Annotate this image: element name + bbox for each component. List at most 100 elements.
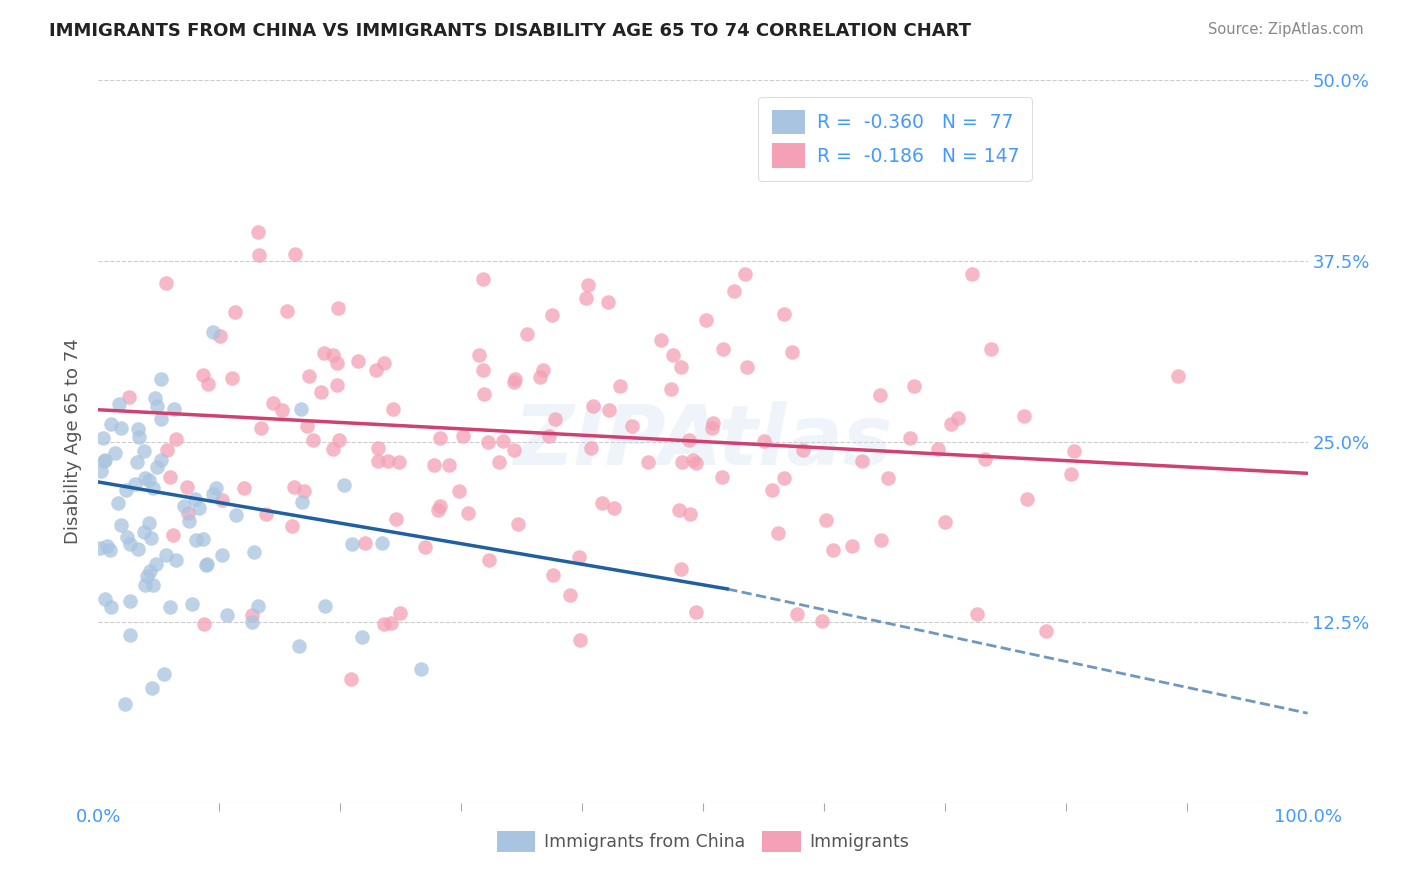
Point <box>243 544 266 558</box>
Point <box>939 417 962 431</box>
Point <box>183 491 205 506</box>
Y-axis label: Disability Age 65 to 74: Disability Age 65 to 74 <box>65 339 83 544</box>
Point <box>960 267 983 281</box>
Point <box>373 616 395 631</box>
Point <box>339 672 361 686</box>
Point <box>423 458 446 472</box>
Point <box>195 557 218 571</box>
Point <box>110 421 132 435</box>
Point <box>927 442 949 456</box>
Point <box>792 442 814 457</box>
Point <box>249 421 271 435</box>
Point <box>325 356 347 370</box>
Point <box>506 516 529 531</box>
Point <box>242 615 264 629</box>
Point <box>247 599 270 613</box>
Point <box>193 368 215 382</box>
Point <box>702 420 724 434</box>
Point <box>472 272 495 286</box>
Point <box>90 464 112 478</box>
Point <box>132 444 155 458</box>
Legend: Immigrants from China, Immigrants: Immigrants from China, Immigrants <box>489 824 917 859</box>
Point <box>503 376 526 390</box>
Point <box>165 432 187 446</box>
Point <box>211 492 233 507</box>
Point <box>946 410 969 425</box>
Point <box>110 518 132 533</box>
Point <box>734 267 756 281</box>
Point <box>620 418 643 433</box>
Point <box>163 402 186 417</box>
Point <box>516 327 538 342</box>
Point <box>181 597 204 611</box>
Point <box>659 382 682 396</box>
Point <box>1017 492 1039 507</box>
Point <box>271 402 294 417</box>
Point <box>389 606 412 620</box>
Point <box>811 614 834 628</box>
Point <box>281 518 304 533</box>
Point <box>503 443 526 458</box>
Point <box>141 681 163 695</box>
Point <box>373 356 395 370</box>
Point <box>155 548 177 562</box>
Point <box>89 541 111 556</box>
Point <box>723 284 745 298</box>
Point <box>159 469 181 483</box>
Point <box>132 525 155 540</box>
Point <box>138 516 160 530</box>
Point <box>209 329 232 343</box>
Point <box>492 434 515 449</box>
Point <box>598 402 620 417</box>
Point <box>150 412 173 426</box>
Point <box>288 639 311 653</box>
Point <box>197 376 219 391</box>
Point <box>579 441 602 455</box>
Point <box>1167 369 1189 384</box>
Point <box>104 445 127 459</box>
Point <box>1014 409 1036 424</box>
Point <box>93 454 115 468</box>
Point <box>737 359 759 374</box>
Point <box>782 345 804 359</box>
Point <box>136 569 159 583</box>
Point <box>1063 444 1085 458</box>
Point <box>297 369 319 384</box>
Point <box>120 537 142 551</box>
Point <box>124 477 146 491</box>
Point <box>429 431 451 445</box>
Point <box>449 483 471 498</box>
Point <box>544 411 567 425</box>
Point <box>766 526 789 541</box>
Point <box>468 348 491 362</box>
Point <box>437 458 460 473</box>
Point <box>1059 467 1081 481</box>
Point <box>903 379 925 393</box>
Point <box>94 591 117 606</box>
Point <box>503 372 526 386</box>
Point <box>814 512 837 526</box>
Point <box>609 379 631 393</box>
Point <box>453 428 475 442</box>
Point <box>980 343 1002 357</box>
Point <box>173 499 195 513</box>
Point <box>118 594 141 608</box>
Point <box>478 553 501 567</box>
Point <box>201 486 224 500</box>
Point <box>107 496 129 510</box>
Point <box>184 533 207 547</box>
Point <box>284 246 307 260</box>
Point <box>232 481 254 495</box>
Point <box>568 550 591 565</box>
Point <box>678 433 700 447</box>
Point <box>139 564 162 578</box>
Point <box>529 370 551 384</box>
Point <box>350 630 373 644</box>
Point <box>128 430 150 444</box>
Point <box>596 295 619 310</box>
Text: Source: ZipAtlas.com: Source: ZipAtlas.com <box>1208 22 1364 37</box>
Point <box>457 506 479 520</box>
Point <box>309 384 332 399</box>
Point <box>381 401 404 416</box>
Point <box>569 632 592 647</box>
